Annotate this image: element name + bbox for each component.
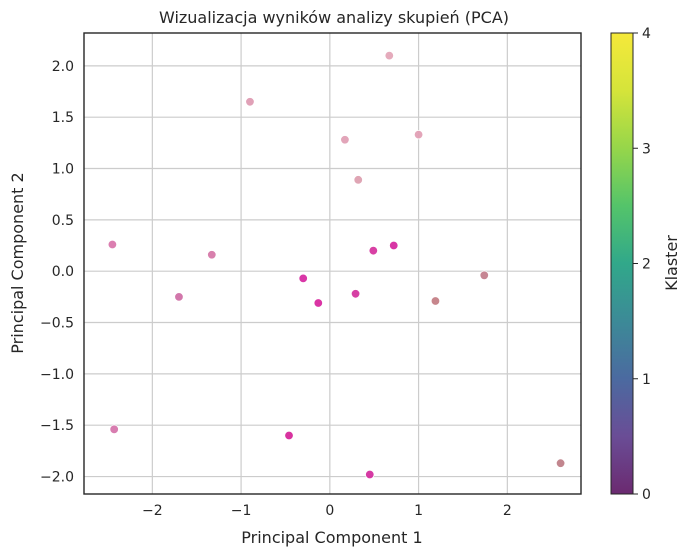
data-point	[109, 424, 119, 435]
colorbar-label: Klaster	[662, 235, 681, 291]
x-axis-ticks: −2 −1 0 1 2	[142, 503, 512, 519]
colorbar-tick-label: 2	[642, 257, 651, 273]
data-points	[107, 50, 566, 480]
data-point	[298, 273, 308, 284]
x-tick-label: −1	[231, 503, 252, 519]
data-point	[389, 240, 399, 251]
colorbar-gradient	[610, 32, 634, 495]
colorbar-tick-label: 4	[642, 26, 651, 42]
x-tick-label: 1	[414, 503, 423, 519]
y-tick-label: 1.0	[52, 162, 74, 178]
x-tick-label: 2	[503, 503, 512, 519]
colorbar-tick-label: 0	[642, 487, 651, 503]
data-point	[340, 135, 350, 145]
data-point	[430, 296, 441, 306]
x-tick-label: −2	[142, 503, 163, 519]
y-axis-label: Principal Component 2	[8, 172, 27, 353]
data-point	[107, 239, 118, 250]
y-tick-label: −1.5	[40, 418, 74, 434]
y-tick-label: 0.0	[52, 264, 74, 280]
data-point	[365, 469, 375, 480]
data-point	[353, 175, 363, 185]
y-tick-label: −0.5	[40, 316, 74, 332]
y-tick-label: 0.5	[52, 213, 74, 229]
data-point	[368, 245, 379, 256]
data-point	[479, 270, 489, 281]
colorbar: 0 1 2 3 4	[610, 26, 651, 503]
plot-frame	[83, 32, 582, 495]
chart-title: Wizualizacja wyników analizy skupień (PC…	[159, 8, 509, 27]
data-point	[174, 292, 184, 302]
data-point	[207, 250, 217, 260]
x-tick-label: 0	[325, 503, 334, 519]
data-point	[350, 289, 361, 299]
y-tick-label: −2.0	[40, 470, 74, 486]
x-axis-label: Principal Component 1	[241, 528, 422, 547]
data-point	[413, 129, 424, 140]
data-point	[245, 97, 255, 107]
data-point	[284, 430, 294, 441]
colorbar-tick-label: 3	[642, 141, 651, 157]
y-tick-label: 2.0	[52, 59, 74, 75]
data-point	[384, 50, 395, 61]
y-axis-ticks: −2.0 −1.5 −1.0 −0.5 0.0 0.5 1.0 1.5 2.0	[40, 59, 74, 486]
colorbar-tick-label: 1	[642, 372, 651, 388]
grid	[84, 33, 581, 494]
y-tick-label: −1.0	[40, 367, 74, 383]
y-tick-label: 1.5	[52, 110, 74, 126]
data-point	[313, 298, 324, 308]
data-point	[555, 458, 566, 468]
